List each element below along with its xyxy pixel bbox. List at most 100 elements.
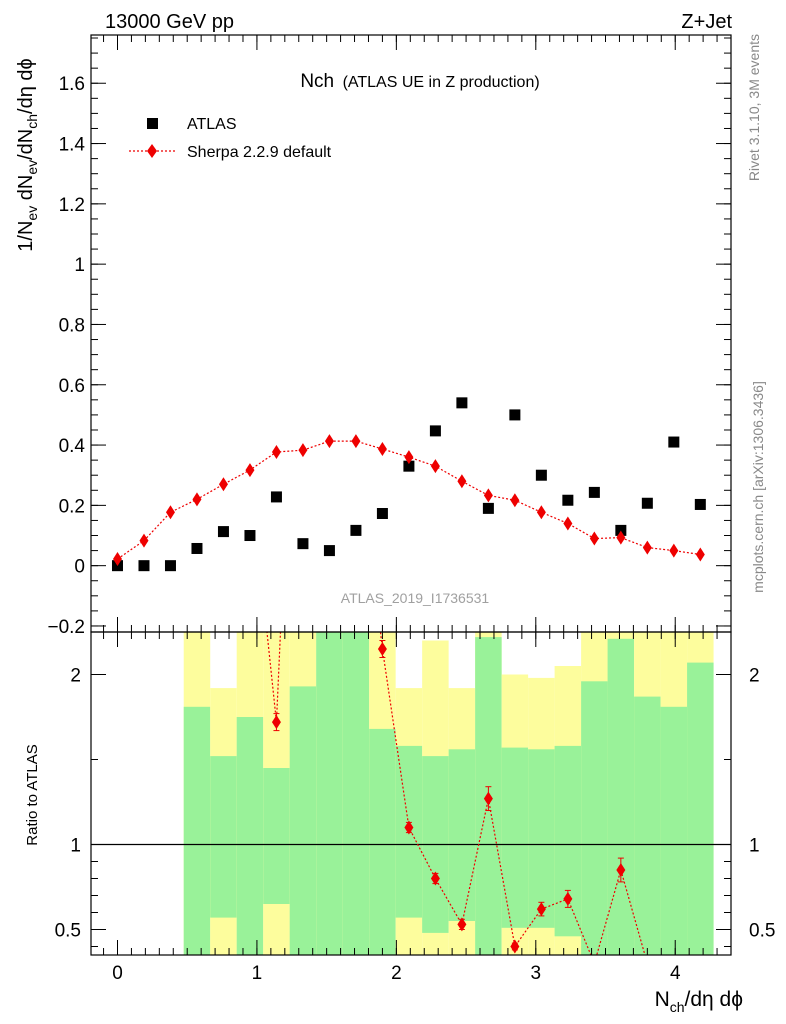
sherpa-point-9 bbox=[351, 434, 361, 449]
ratio-point-11 bbox=[404, 820, 414, 835]
main-plot-area bbox=[111, 397, 706, 572]
sherpa-point-2 bbox=[165, 505, 175, 520]
y-tick-label-3: 0.4 bbox=[59, 436, 86, 457]
green-band-1 bbox=[210, 756, 237, 918]
xlabel-main: N bbox=[655, 988, 670, 1011]
ratio-line bbox=[266, 632, 646, 955]
ratio-point-14 bbox=[483, 791, 493, 806]
ratio-point-20 bbox=[643, 957, 652, 971]
analysis-id-label: ATLAS_2019_I1736531 bbox=[341, 590, 490, 606]
sherpa-point-3 bbox=[192, 492, 202, 507]
x-axis-label: Nch/dη dϕ bbox=[655, 988, 743, 1015]
atlas-point-8 bbox=[323, 545, 335, 557]
ratio-point-12 bbox=[430, 871, 440, 886]
sherpa-point-16 bbox=[536, 505, 546, 520]
sherpa-point-6 bbox=[271, 444, 281, 459]
sherpa-point-8 bbox=[324, 434, 334, 449]
rivet-version-label: Rivet 3.1.10, 3M events bbox=[746, 34, 762, 181]
green-band-17 bbox=[634, 696, 661, 955]
atlas-point-21 bbox=[668, 436, 680, 448]
x-tick-label-4: 4 bbox=[670, 963, 681, 984]
ratio-point-19 bbox=[616, 863, 626, 877]
atlas-point-11 bbox=[403, 460, 415, 472]
green-band-13 bbox=[528, 749, 555, 928]
legend-label-sherpa: Sherpa 2.2.9 default bbox=[187, 144, 332, 161]
atlas-point-5 bbox=[244, 530, 256, 542]
axes-group: −0.2 0 0.2 0.4 0.6 0.8 1 1.2 1.4 1.6 0 1 2 3 4 0.5 0.5 1 1… bbox=[47, 34, 775, 984]
xlabel-sub: ch bbox=[670, 999, 685, 1015]
atlas-point-18 bbox=[588, 486, 600, 498]
header-energy-label: 13000 GeV pp bbox=[105, 11, 234, 33]
legend-label-atlas: ATLAS bbox=[187, 116, 237, 133]
sherpa-point-21 bbox=[669, 543, 679, 558]
sherpa-point-15 bbox=[510, 493, 520, 508]
plot-title: Nch (ATLAS UE in Z production) bbox=[300, 71, 539, 92]
sherpa-point-4 bbox=[218, 477, 228, 492]
sherpa-point-22 bbox=[695, 547, 705, 562]
sherpa-point-20 bbox=[642, 540, 652, 555]
green-band-5 bbox=[316, 632, 343, 955]
atlas-point-16 bbox=[535, 469, 547, 481]
ylabel-part-5: /dN bbox=[15, 129, 37, 160]
y-tick-label-9: 1.6 bbox=[59, 74, 85, 95]
ratio-uncertainty-bands bbox=[183, 632, 714, 955]
atlas-point-12 bbox=[429, 425, 441, 437]
x-tick-label-3: 3 bbox=[531, 963, 542, 984]
ratio-tick-label-right-1: 1 bbox=[749, 836, 760, 857]
atlas-point-13 bbox=[456, 397, 468, 409]
atlas-point-2 bbox=[164, 560, 176, 572]
x-tick-label-2: 2 bbox=[391, 963, 402, 984]
ratio-plot-area bbox=[91, 124, 731, 971]
atlas-point-17 bbox=[562, 494, 574, 506]
green-band-4 bbox=[289, 686, 317, 955]
ratio-point-16 bbox=[536, 902, 546, 917]
atlas-point-10 bbox=[376, 508, 388, 520]
green-band-6 bbox=[342, 632, 370, 955]
ratio-point-15 bbox=[510, 939, 520, 954]
legend: ATLAS Sherpa 2.2.9 default bbox=[129, 116, 332, 161]
atlas-point-14 bbox=[482, 502, 494, 514]
sherpa-point-13 bbox=[457, 474, 467, 489]
ratio-tick-label-right-2: 2 bbox=[749, 666, 760, 687]
y-tick-label-1: 0 bbox=[74, 557, 85, 578]
sherpa-point-14 bbox=[483, 488, 493, 503]
atlas-point-15 bbox=[509, 409, 521, 421]
legend-marker-atlas bbox=[147, 118, 158, 129]
xlabel-rest: /dη dϕ bbox=[685, 988, 743, 1011]
ratio-point-6 bbox=[271, 715, 281, 730]
ylabel-part-6: ch bbox=[24, 114, 40, 129]
atlas-point-19 bbox=[615, 524, 627, 536]
y-tick-label-7: 1.2 bbox=[59, 195, 85, 216]
y-axis-label: 1/Nev dNev/dNch/dη dϕ bbox=[15, 58, 40, 251]
legend-marker-sherpa bbox=[147, 144, 157, 158]
ratio-point-10 bbox=[377, 642, 387, 656]
ratio-tick-label-left-2: 2 bbox=[70, 666, 81, 687]
ratio-point-7 bbox=[298, 124, 307, 138]
y-tick-label-2: 0.2 bbox=[59, 496, 85, 517]
y-tick-label-8: 1.4 bbox=[59, 135, 86, 156]
sherpa-point-0 bbox=[112, 552, 122, 567]
sherpa-point-5 bbox=[245, 463, 255, 478]
ratio-tick-label-right-0: 0.5 bbox=[749, 921, 775, 942]
y-tick-label-4: 0.6 bbox=[59, 376, 85, 397]
green-band-15 bbox=[581, 681, 608, 955]
green-band-19 bbox=[687, 662, 714, 955]
atlas-point-20 bbox=[641, 497, 653, 509]
ratio-point-9 bbox=[351, 413, 360, 427]
sherpa-point-1 bbox=[139, 533, 149, 548]
ylabel-part-3: dN bbox=[15, 175, 37, 206]
ratio-point-4 bbox=[219, 600, 228, 614]
green-band-10 bbox=[448, 749, 476, 921]
ratio-tick-label-left-1: 1 bbox=[70, 836, 81, 857]
ylabel-part-4: ev bbox=[24, 160, 40, 175]
atlas-point-7 bbox=[297, 538, 309, 550]
y-tick-label-5: 0.8 bbox=[59, 315, 85, 336]
sherpa-point-11 bbox=[404, 450, 414, 465]
ratio-point-17 bbox=[563, 891, 573, 906]
ratio-tick-label-left-0: 0.5 bbox=[55, 921, 81, 942]
atlas-point-3 bbox=[191, 542, 203, 554]
green-band-16 bbox=[607, 638, 635, 955]
atlas-point-4 bbox=[217, 526, 229, 538]
green-band-18 bbox=[660, 706, 688, 955]
